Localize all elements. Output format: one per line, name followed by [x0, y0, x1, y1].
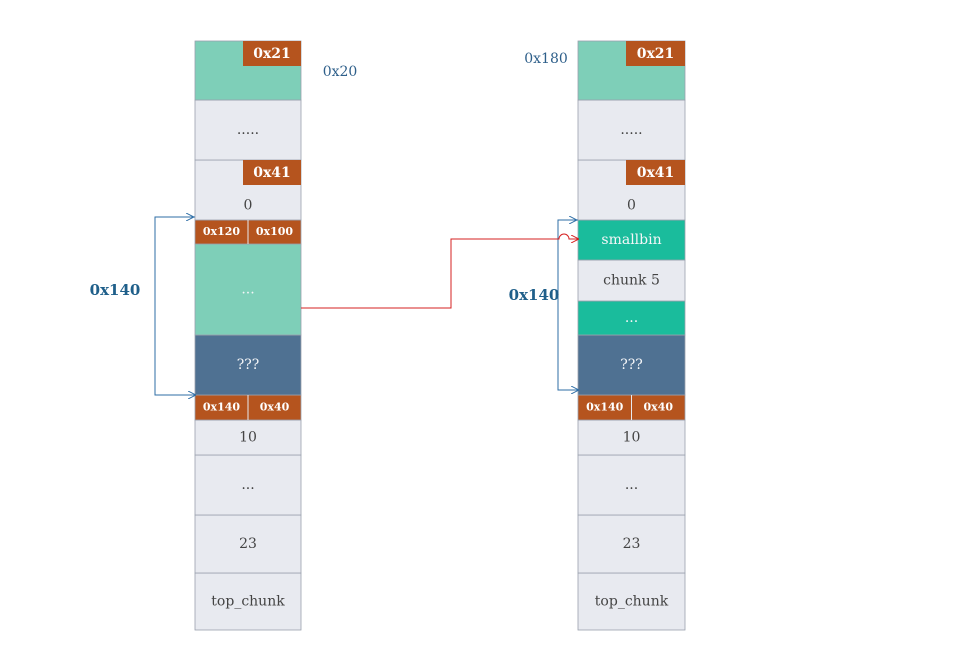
offset-label: 0x20 — [323, 64, 358, 80]
memory-cell — [194, 334, 302, 396]
size-tag-text: 0x100 — [256, 225, 294, 238]
cell-text: top_chunk — [211, 594, 285, 610]
cell-text: ... — [241, 282, 254, 298]
cell-text: smallbin — [601, 232, 661, 248]
cell-text: ??? — [237, 357, 260, 373]
span-bracket — [154, 216, 195, 395]
size-tag-text: 0x21 — [253, 46, 291, 62]
cell-text: ??? — [620, 357, 643, 373]
cell-text: ..... — [237, 122, 259, 138]
size-tag-text: 0x21 — [637, 46, 675, 62]
size-tag-text: 0x140 — [586, 401, 624, 414]
memory-cell — [194, 419, 302, 456]
memory-cell — [194, 454, 302, 516]
size-tag-text: 0x140 — [203, 401, 241, 414]
memory-cell — [577, 334, 686, 396]
memory-cell — [577, 514, 686, 574]
cell-text: chunk 5 — [603, 273, 660, 289]
span-label: 0x140 — [90, 281, 141, 299]
size-tag-text: 0x41 — [253, 165, 291, 181]
offset-label: 0x180 — [524, 51, 568, 67]
size-tag-text: 0x41 — [637, 165, 675, 181]
memory-cell — [577, 300, 686, 336]
cell-text: 23 — [239, 536, 257, 552]
span-bracket — [557, 219, 578, 390]
size-tag-text: 0x40 — [260, 401, 290, 414]
cell-text: ... — [625, 477, 638, 493]
size-tag-text: 0x120 — [203, 225, 241, 238]
pointer-arrow — [301, 233, 578, 309]
cell-text: 0 — [244, 198, 253, 214]
memory-cell — [577, 259, 686, 302]
cell-text: top_chunk — [595, 594, 669, 610]
cell-text: ..... — [620, 122, 642, 138]
cell-text: ... — [625, 310, 638, 326]
memory-cell — [577, 99, 686, 161]
memory-cell — [577, 419, 686, 456]
cell-text: 10 — [239, 430, 257, 446]
size-tag — [243, 160, 301, 185]
size-tag — [626, 160, 685, 185]
memory-cell — [194, 572, 302, 631]
span-label: 0x140 — [509, 286, 560, 304]
cell-text: 0 — [627, 198, 636, 214]
size-tag — [626, 41, 685, 66]
memory-cell — [194, 243, 302, 336]
cell-text: 23 — [623, 536, 641, 552]
cell-text: 10 — [623, 430, 641, 446]
size-tag — [243, 41, 301, 66]
size-tag-text: 0x40 — [643, 401, 673, 414]
cell-text: ... — [241, 477, 254, 493]
memory-cell — [577, 572, 686, 631]
